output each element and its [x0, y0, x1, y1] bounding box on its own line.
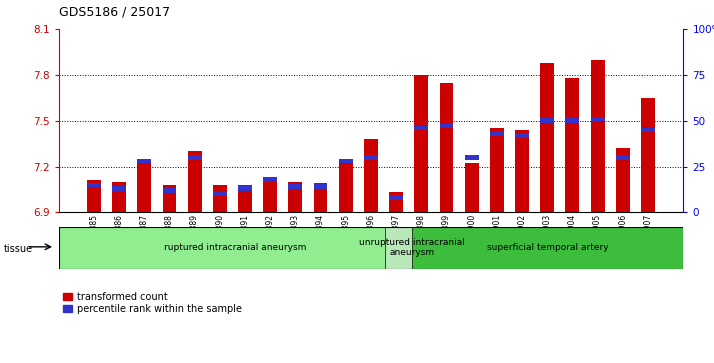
Text: superficial temporal artery: superficial temporal artery — [487, 243, 608, 252]
Bar — [440, 82, 453, 212]
Bar — [238, 186, 252, 191]
Bar — [465, 163, 478, 212]
Bar — [364, 155, 378, 160]
Bar — [540, 63, 554, 212]
Bar — [440, 124, 453, 129]
Bar — [414, 75, 428, 212]
Bar — [213, 185, 227, 212]
Bar — [515, 130, 529, 212]
Bar — [465, 155, 478, 160]
Bar — [590, 60, 605, 212]
Legend: transformed count, percentile rank within the sample: transformed count, percentile rank withi… — [64, 291, 242, 314]
Bar — [263, 179, 277, 212]
Bar — [590, 117, 605, 121]
Bar — [641, 127, 655, 132]
FancyBboxPatch shape — [59, 227, 412, 269]
Bar — [188, 155, 201, 160]
Bar — [313, 184, 328, 189]
Bar — [490, 131, 504, 136]
FancyBboxPatch shape — [412, 227, 683, 269]
Bar — [137, 163, 151, 212]
Bar — [238, 185, 252, 212]
Bar — [188, 151, 201, 212]
Bar — [87, 180, 101, 212]
Bar — [364, 139, 378, 212]
Bar — [540, 118, 554, 123]
Bar — [263, 177, 277, 182]
Text: GDS5186 / 25017: GDS5186 / 25017 — [59, 5, 170, 19]
Bar — [87, 183, 101, 187]
Bar — [389, 195, 403, 200]
Text: tissue: tissue — [4, 244, 33, 254]
Bar — [339, 159, 353, 163]
Bar — [339, 163, 353, 212]
Bar — [565, 118, 579, 123]
Bar — [616, 148, 630, 212]
Bar — [389, 192, 403, 212]
Bar — [163, 188, 176, 193]
Bar — [515, 133, 529, 138]
Bar — [288, 184, 302, 189]
Text: ruptured intracranial aneurysm: ruptured intracranial aneurysm — [164, 243, 306, 252]
Bar — [313, 183, 328, 212]
Bar — [112, 182, 126, 212]
Bar — [616, 155, 630, 160]
Bar — [163, 185, 176, 212]
Bar — [112, 186, 126, 191]
Bar — [490, 129, 504, 212]
FancyBboxPatch shape — [385, 227, 439, 269]
Bar — [137, 159, 151, 163]
Text: unruptured intracranial
aneurysm: unruptured intracranial aneurysm — [358, 238, 465, 257]
Bar — [213, 192, 227, 196]
Bar — [288, 182, 302, 212]
Bar — [414, 126, 428, 130]
Bar — [565, 78, 579, 212]
Bar — [641, 98, 655, 212]
